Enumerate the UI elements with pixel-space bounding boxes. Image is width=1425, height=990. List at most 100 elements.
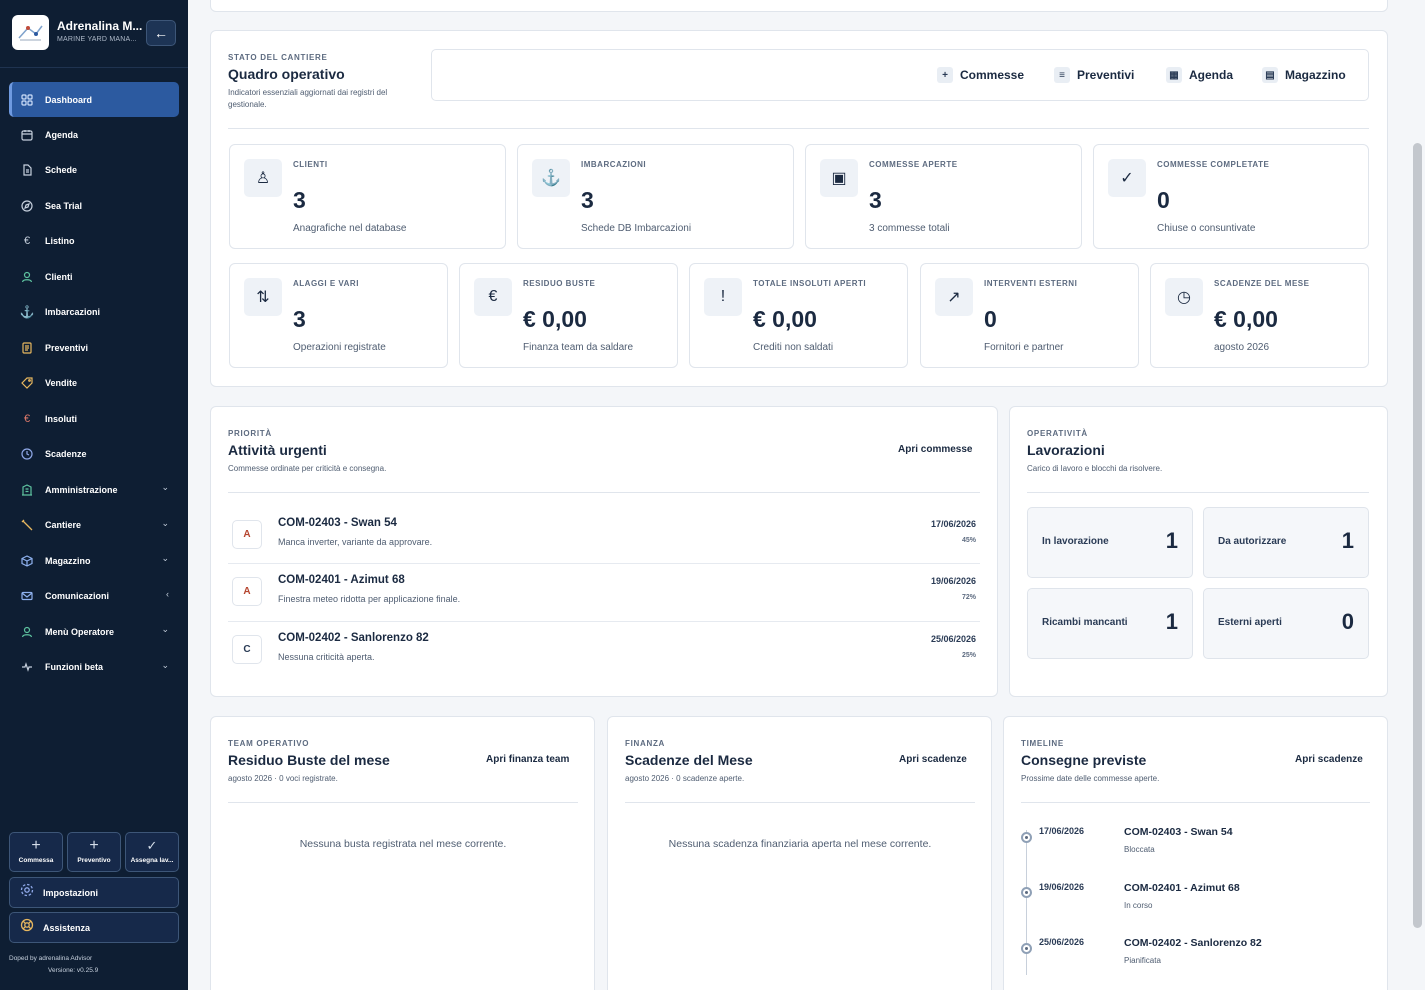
chevron-down-icon: ⌄ xyxy=(161,659,169,670)
quick-action-label: Commessa xyxy=(18,857,54,864)
user-icon: ♙ xyxy=(244,159,282,197)
stat-da-autorizzare[interactable]: Da autorizzare 1 xyxy=(1203,507,1369,578)
shortcut-label: Magazzino xyxy=(1285,68,1346,82)
metric-card-interventi-esterni[interactable]: ↗ INTERVENTI ESTERNI 0 Fornitori e partn… xyxy=(920,263,1139,368)
shortcut-agenda[interactable]: ▦ Agenda xyxy=(1166,67,1233,83)
sidebar-item-label: Dashboard xyxy=(45,94,93,105)
tag-icon xyxy=(20,376,34,390)
sidebar-item-sea-trial[interactable]: Sea Trial xyxy=(9,188,179,224)
support-button[interactable]: Assistenza xyxy=(9,912,179,943)
sidebar-item-menu-operatore[interactable]: Menù Operatore ⌄ xyxy=(9,614,179,650)
overview-header: STATO DEL CANTIERE Quadro operativo Indi… xyxy=(228,53,418,111)
brand[interactable]: Adrenalina M... MARINE YARD MANA... xyxy=(12,15,176,51)
operations-header: OPERATIVITÀ Lavorazioni Carico di lavoro… xyxy=(1027,429,1162,475)
shortcut-preventivi[interactable]: ≡ Preventivi xyxy=(1054,67,1134,83)
metric-label: SCADENZE DEL MESE xyxy=(1214,279,1310,288)
sidebar-item-agenda[interactable]: Agenda xyxy=(9,117,179,153)
previous-card xyxy=(210,0,1388,12)
metric-value: 3 xyxy=(581,187,594,213)
metric-card-insoluti[interactable]: ! TOTALE INSOLUTI APERTI € 0,00 Crediti … xyxy=(689,263,908,368)
timeline-status: Pianificata xyxy=(1124,956,1161,965)
metric-card-commesse-completate[interactable]: ✓ COMMESSE COMPLETATE 0 Chiuse o consunt… xyxy=(1093,144,1369,249)
sidebar-item-label: Scadenze xyxy=(45,449,87,460)
new-preventivo-button[interactable]: + Preventivo xyxy=(67,832,121,872)
sidebar-item-insoluti[interactable]: € Insoluti xyxy=(9,401,179,437)
urgent-row[interactable]: C COM-02402 - Sanlorenzo 82 Nessuna crit… xyxy=(228,622,980,679)
timeline-line xyxy=(1026,830,1027,975)
sidebar-item-clienti[interactable]: Clienti xyxy=(9,259,179,295)
metric-card-commesse-aperte[interactable]: ▣ COMMESSE APERTE 3 3 commesse totali xyxy=(805,144,1082,249)
section-description: Commesse ordinate per criticità e conseg… xyxy=(228,464,387,473)
section-kicker: OPERATIVITÀ xyxy=(1027,429,1088,438)
urgent-row[interactable]: A COM-02403 - Swan 54 Manca inverter, va… xyxy=(228,507,980,564)
settings-button[interactable]: Impostazioni xyxy=(9,877,179,908)
stat-in-lavorazione[interactable]: In lavorazione 1 xyxy=(1027,507,1193,578)
sidebar-item-magazzino[interactable]: Magazzino ⌄ xyxy=(9,543,179,579)
stat-label: Da autorizzare xyxy=(1218,536,1287,547)
scrollbar-thumb[interactable] xyxy=(1413,143,1422,928)
urgent-subtitle: Manca inverter, variante da approvare. xyxy=(278,537,433,547)
chevron-left-icon: ‹ xyxy=(166,588,169,599)
credits-text: Doped by adrenalina Advisor xyxy=(9,955,93,962)
urgent-row[interactable]: A COM-02401 - Azimut 68 Finestra meteo r… xyxy=(228,564,980,621)
sidebar-item-listino[interactable]: € Listino xyxy=(9,224,179,260)
assign-work-button[interactable]: ✓ Assegna lav... xyxy=(125,832,179,872)
alert-icon: ! xyxy=(704,278,742,316)
stat-value: 1 xyxy=(1341,528,1354,553)
metric-label: TOTALE INSOLUTI APERTI xyxy=(753,279,867,288)
open-commesse-link[interactable]: Apri commesse xyxy=(898,444,973,455)
urgent-title: COM-02403 - Swan 54 xyxy=(278,517,397,529)
open-scadenze-timeline-link[interactable]: Apri scadenze xyxy=(1295,754,1363,765)
sidebar-item-vendite[interactable]: Vendite xyxy=(9,366,179,402)
collapse-sidebar-button[interactable]: ← xyxy=(146,20,176,46)
timeline-title[interactable]: COM-02402 - Sanlorenzo 82 xyxy=(1124,937,1262,949)
urgent-subtitle: Nessuna criticità aperta. xyxy=(278,652,375,662)
shortcut-commesse[interactable]: + Commesse xyxy=(937,67,1024,83)
sidebar-item-preventivi[interactable]: Preventivi xyxy=(9,330,179,366)
section-title: Residuo Buste del mese xyxy=(228,752,390,768)
brand-name: Adrenalina M... xyxy=(57,19,143,33)
open-team-finance-link[interactable]: Apri finanza team xyxy=(486,754,570,765)
metric-card-imbarcazioni[interactable]: ⚓ IMBARCAZIONI 3 Schede DB Imbarcazioni xyxy=(517,144,794,249)
divider xyxy=(0,67,188,68)
metric-card-alaggi[interactable]: ⇅ ALAGGI E VARI 3 Operazioni registrate xyxy=(229,263,448,368)
stat-ricambi-mancanti[interactable]: Ricambi mancanti 1 xyxy=(1027,588,1193,659)
urgent-title: COM-02401 - Azimut 68 xyxy=(278,574,405,586)
sidebar-item-cantiere[interactable]: Cantiere ⌄ xyxy=(9,508,179,544)
section-kicker: PRIORITÀ xyxy=(228,429,272,438)
finance-header: FINANZA Scadenze del Mese agosto 2026 · … xyxy=(625,739,753,785)
stat-esterni-aperti[interactable]: Esterni aperti 0 xyxy=(1203,588,1369,659)
sidebar-item-schede[interactable]: Schede xyxy=(9,153,179,189)
sidebar-item-scadenze[interactable]: Scadenze xyxy=(9,437,179,473)
lifebuoy-icon xyxy=(20,918,34,937)
sidebar-item-imbarcazioni[interactable]: ⚓ Imbarcazioni xyxy=(9,295,179,331)
section-title: Consegne previste xyxy=(1021,752,1147,768)
sidebar-item-comunicazioni[interactable]: Comunicazioni ‹ xyxy=(9,579,179,615)
timeline-date: 19/06/2026 xyxy=(1039,882,1085,892)
open-scadenze-link[interactable]: Apri scadenze xyxy=(899,754,967,765)
urgent-subtitle: Finestra meteo ridotta per applicazione … xyxy=(278,594,461,604)
sidebar-item-label: Schede xyxy=(45,165,78,176)
metric-card-residuo-buste[interactable]: € RESIDUO BUSTE € 0,00 Finanza team da s… xyxy=(459,263,678,368)
sidebar-nav: Dashboard Agenda Schede Sea Trial € List… xyxy=(9,82,179,685)
shortcut-magazzino[interactable]: ▤ Magazzino xyxy=(1262,67,1346,83)
sidebar-item-funzioni-beta[interactable]: Funzioni beta ⌄ xyxy=(9,650,179,686)
list-icon: ≡ xyxy=(1054,67,1070,83)
metric-card-clienti[interactable]: ♙ CLIENTI 3 Anagrafiche nel database xyxy=(229,144,506,249)
timeline-title[interactable]: COM-02403 - Swan 54 xyxy=(1124,826,1233,838)
sidebar-item-amministrazione[interactable]: Amministrazione ⌄ xyxy=(9,472,179,508)
metric-card-scadenze[interactable]: ◷ SCADENZE DEL MESE € 0,00 agosto 2026 xyxy=(1150,263,1369,368)
check-icon: ✓ xyxy=(146,838,158,853)
sidebar-item-label: Comunicazioni xyxy=(45,591,110,602)
metric-description: Crediti non saldati xyxy=(753,342,834,353)
section-description: agosto 2026 · 0 voci registrate. xyxy=(228,774,338,783)
clock-icon: ◷ xyxy=(1165,278,1203,316)
sidebar-item-dashboard[interactable]: Dashboard xyxy=(9,82,179,117)
urgent-progress: 25% xyxy=(961,652,976,659)
timeline-dot-icon xyxy=(1021,887,1032,898)
plus-icon: + xyxy=(31,837,41,854)
metric-value: 3 xyxy=(869,187,882,213)
timeline-title[interactable]: COM-02401 - Azimut 68 xyxy=(1124,882,1240,894)
new-commessa-button[interactable]: + Commessa xyxy=(9,832,63,872)
metric-description: Chiuse o consuntivate xyxy=(1157,223,1256,234)
